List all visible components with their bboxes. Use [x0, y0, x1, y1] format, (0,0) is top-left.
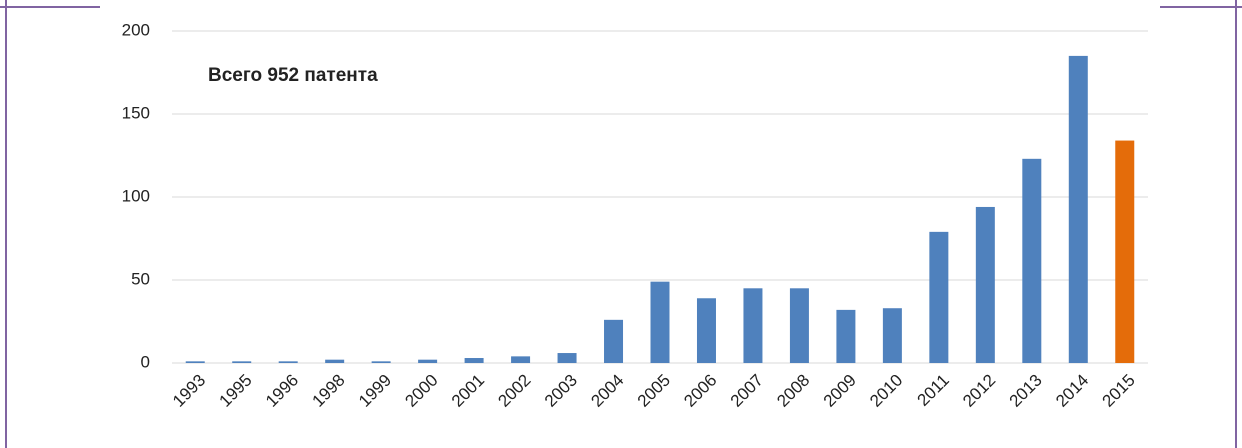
- x-tick-label: 2011: [914, 371, 953, 410]
- y-tick-label: 0: [141, 352, 150, 371]
- x-tick-label: 2010: [866, 371, 906, 411]
- x-tick-label: 2009: [820, 371, 860, 411]
- x-tick-label: 2001: [448, 371, 488, 411]
- bar: [1022, 158, 1042, 363]
- bar: [325, 359, 345, 363]
- bar: [604, 319, 624, 363]
- bar: [464, 358, 484, 363]
- bar: [371, 361, 391, 363]
- annotation: Всего 952 патента: [208, 65, 378, 86]
- x-tick-label: 1996: [262, 371, 302, 411]
- bar: [743, 288, 763, 363]
- bar: [882, 308, 902, 363]
- y-tick-label: 50: [131, 269, 150, 288]
- x-tick-label: 2008: [773, 371, 813, 411]
- bar: [511, 356, 531, 363]
- y-tick-label: 200: [122, 20, 150, 39]
- bar: [650, 281, 670, 363]
- y-tick-label: 100: [122, 186, 150, 205]
- x-tick-label: 2004: [587, 371, 627, 411]
- bar: [232, 361, 252, 363]
- x-tick-label: 2006: [680, 371, 720, 411]
- bar: [278, 361, 298, 363]
- bar: [557, 353, 577, 363]
- x-tick-label: 1993: [169, 371, 209, 411]
- x-tick-label: 2014: [1052, 371, 1092, 411]
- bar: [836, 309, 856, 363]
- x-tick-label: 2012: [959, 371, 999, 411]
- x-tick-label: 2005: [634, 371, 674, 411]
- x-tick-label: 1998: [308, 371, 348, 411]
- bar: [696, 298, 716, 363]
- x-tick-label: 2013: [1006, 371, 1046, 411]
- bar: [1115, 140, 1135, 363]
- x-tick-label: 2003: [541, 371, 581, 411]
- bar: [975, 206, 995, 363]
- x-tick-label: 2002: [494, 371, 534, 411]
- y-tick-label: 150: [122, 103, 150, 122]
- x-tick-label: 2015: [1099, 371, 1139, 411]
- x-tick-label: 1999: [355, 371, 395, 411]
- bar: [185, 361, 205, 363]
- bar: [789, 288, 809, 363]
- bar: [929, 231, 949, 363]
- x-tick-label: 1995: [216, 371, 256, 411]
- x-tick-label: 2000: [401, 371, 441, 411]
- x-tick-label: 2007: [727, 371, 767, 411]
- bar: [1068, 55, 1088, 364]
- bar: [418, 359, 438, 363]
